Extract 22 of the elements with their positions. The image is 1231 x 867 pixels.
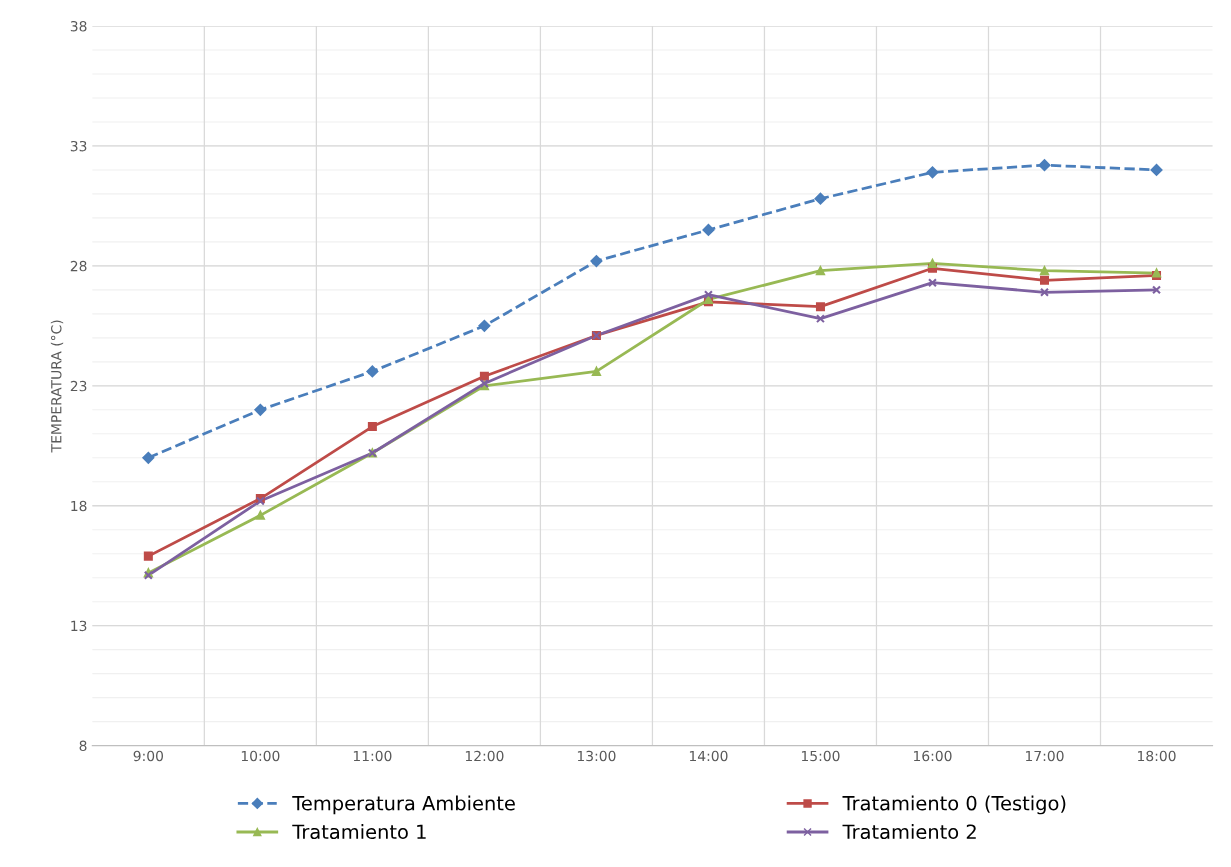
y-tick-label: 8 [79, 740, 87, 752]
x-tick-label: 10:00 [241, 750, 280, 762]
x-tick-label: 12:00 [465, 750, 504, 762]
x-tick-label: 17:00 [1026, 750, 1064, 762]
y-tick-label: 13 [71, 620, 87, 632]
legend-label: Tratamiento 0 (Testigo) [842, 795, 1066, 815]
legend-label: Tratamiento 2 [842, 824, 976, 840]
y-tick-label: 38 [70, 20, 87, 32]
x-tick-label: 15:00 [801, 750, 840, 762]
x-tick-label: 9:00 [133, 750, 164, 762]
x-tick-label: 14:00 [689, 750, 728, 762]
legend-label: Tratamiento 1 [292, 824, 426, 840]
legend-label: Temperatura Ambiente [292, 795, 515, 815]
y-tick-label: 28 [70, 260, 87, 272]
x-tick-label: 18:00 [1138, 750, 1176, 762]
y-tick-label: 18 [71, 500, 87, 512]
x-tick-label: 11:00 [353, 750, 392, 762]
x-tick-label: 16:00 [914, 750, 952, 762]
y-tick-label: 23 [70, 380, 87, 392]
y-tick-label: 33 [70, 140, 87, 152]
x-tick-label: 13:00 [577, 750, 616, 762]
y-axis-title: TEMPERATURA (°C) [50, 320, 64, 453]
